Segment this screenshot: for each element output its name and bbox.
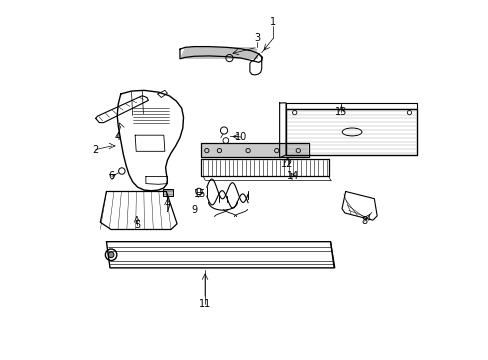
Text: 12: 12 (281, 159, 293, 169)
Text: 14: 14 (286, 171, 299, 181)
Text: 3: 3 (253, 33, 260, 43)
Text: 1: 1 (269, 17, 276, 27)
Text: 5: 5 (134, 220, 140, 230)
Text: 7: 7 (164, 204, 170, 214)
Text: 9: 9 (191, 206, 197, 216)
Circle shape (108, 252, 114, 258)
Text: 2: 2 (92, 144, 99, 154)
Text: 10: 10 (234, 132, 246, 142)
Text: 8: 8 (361, 216, 367, 226)
Text: 4: 4 (114, 132, 120, 142)
Text: 13: 13 (334, 107, 347, 117)
Text: 11: 11 (199, 299, 211, 309)
Text: 15: 15 (193, 189, 205, 199)
Text: 6: 6 (108, 171, 115, 181)
